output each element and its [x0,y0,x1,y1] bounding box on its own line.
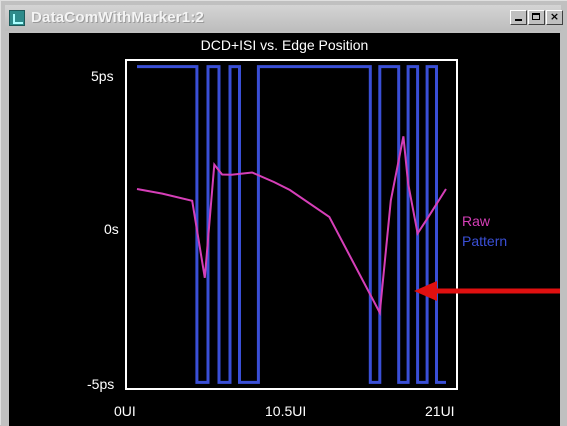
y-tick-label-mid: 0s [104,221,119,237]
title-bar[interactable]: DataComWithMarker1:2 × [5,5,563,31]
x-tick-label-mid: 10.5UI [265,403,306,419]
app-icon[interactable] [9,10,25,26]
chart-svg: 5ps 0s -5ps 0UI 10.5UI 21UI Raw Pattern [87,59,560,419]
x-tick-label-right: 21UI [425,403,455,419]
legend-pattern: Pattern [462,233,507,249]
maximize-button[interactable] [528,10,545,25]
x-tick-label-left: 0UI [114,403,136,419]
annotation-arrow-head [414,281,437,301]
window-title: DataComWithMarker1:2 [31,9,205,26]
y-tick-label-top: 5ps [91,68,114,84]
series-line-pattern [137,65,446,384]
legend-raw: Raw [462,213,491,229]
y-tick-label-bottom: -5ps [87,376,114,392]
close-button[interactable]: × [546,10,563,25]
series-line-raw [136,136,447,317]
minimize-button[interactable] [510,10,527,25]
plot-frame [125,59,458,390]
plot-area: DCD+ISI vs. Edge Position 5ps 0s -5ps 0U… [9,33,560,426]
chart-title: DCD+ISI vs. Edge Position [200,37,369,53]
